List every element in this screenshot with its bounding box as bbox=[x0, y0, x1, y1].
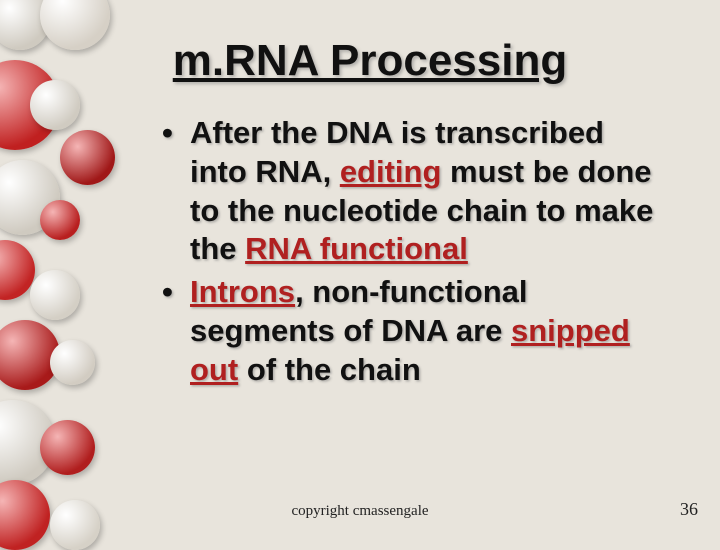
slide-title: m.RNA Processing bbox=[80, 36, 660, 86]
bullet-2-text-b: of the chain bbox=[238, 352, 421, 387]
copyright-text: copyright cmassengale bbox=[291, 503, 428, 520]
bullet-1: After the DNA is transcribed into RNA, e… bbox=[190, 114, 660, 269]
bullet-1-em-1: editing bbox=[340, 154, 442, 189]
bullet-list: After the DNA is transcribed into RNA, e… bbox=[80, 114, 660, 389]
bullet-2-em-1: Introns bbox=[190, 274, 295, 309]
bullet-1-em-2: RNA functional bbox=[245, 231, 468, 266]
bullet-2: Introns, non-functional segments of DNA … bbox=[190, 273, 660, 389]
slide-content: m.RNA Processing After the DNA is transc… bbox=[0, 0, 720, 540]
page-number: 36 bbox=[680, 499, 698, 520]
